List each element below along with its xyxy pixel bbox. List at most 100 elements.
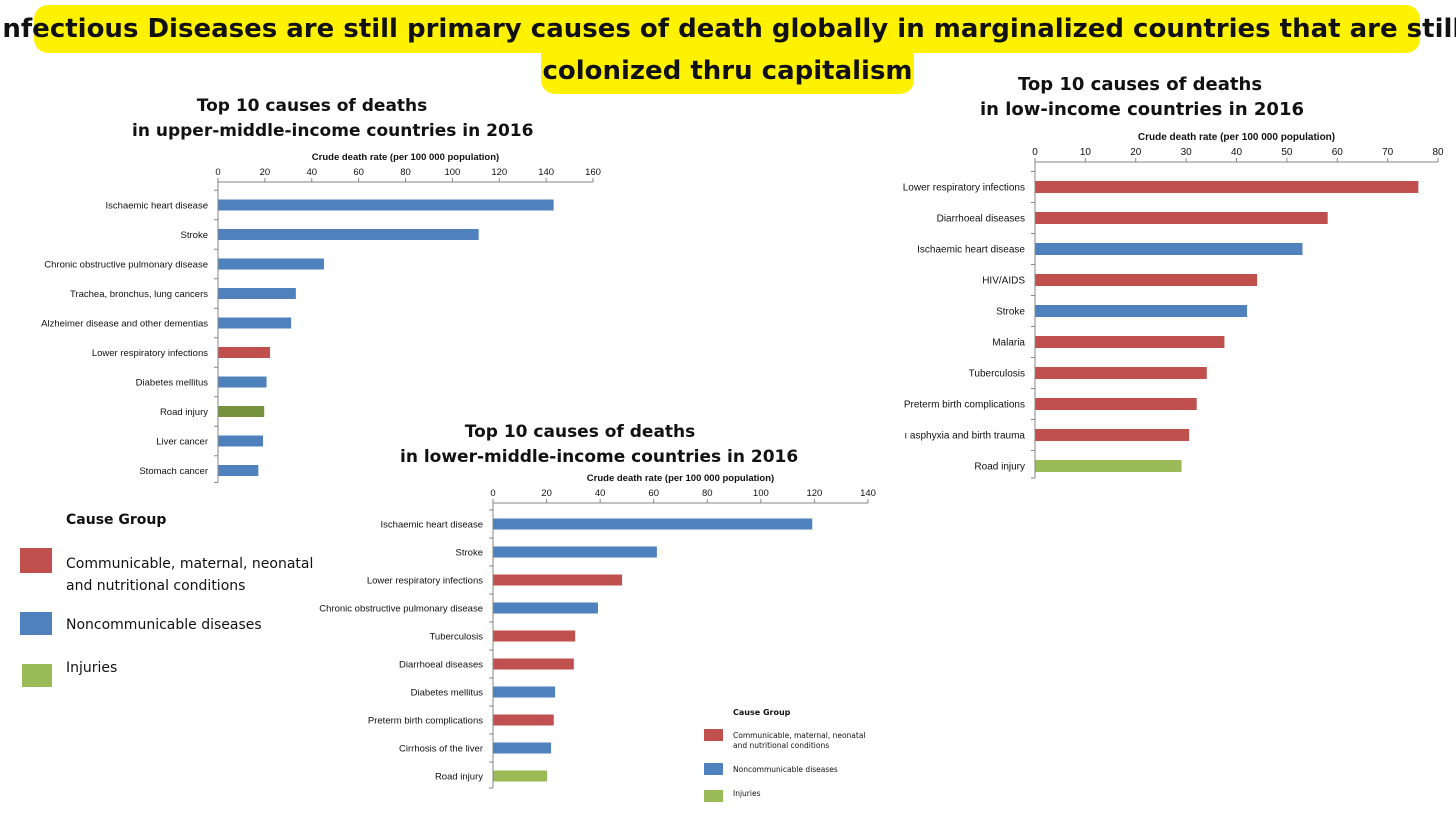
bar bbox=[493, 686, 556, 698]
x-tick-label: 100 bbox=[753, 488, 769, 499]
chart-title-line-2: in upper-middle-income countries in 2016 bbox=[132, 121, 534, 141]
chart-title-line-2: in low-income countries in 2016 bbox=[980, 99, 1304, 120]
category-label: ı asphyxia and birth trauma bbox=[904, 431, 1025, 442]
bar bbox=[218, 465, 259, 476]
bar bbox=[493, 546, 657, 558]
bar bbox=[1035, 429, 1190, 441]
category-label: Tuberculosis bbox=[969, 369, 1025, 380]
x-tick-label: 80 bbox=[702, 488, 713, 499]
chart-low-income: Top 10 causes of deaths in low-income co… bbox=[860, 70, 1450, 490]
x-tick-label: 140 bbox=[860, 488, 876, 499]
chart-title-line-1: Top 10 causes of deaths bbox=[1017, 74, 1263, 95]
category-label: Cirrhosis of the liver bbox=[399, 744, 483, 755]
category-label: Road injury bbox=[435, 772, 483, 783]
x-tick-label: 80 bbox=[1432, 147, 1444, 158]
legend-label-communicable: Communicable, maternal, neonatal and nut… bbox=[66, 556, 314, 594]
headline-banner: Infectious Diseases are still primary ca… bbox=[0, 0, 1456, 100]
chart-title-line-1: Top 10 causes of deaths bbox=[196, 96, 428, 116]
headline-line-2: colonized thru capitalism bbox=[541, 48, 914, 94]
category-label: Alzheimer disease and other dementias bbox=[41, 319, 208, 330]
chart-upper-middle-income: Top 10 causes of deaths in upper-middle-… bbox=[0, 92, 640, 492]
category-label: Diabetes mellitus bbox=[411, 688, 484, 699]
category-label: Lower respiratory infections bbox=[92, 348, 208, 359]
category-label: HIV/AIDS bbox=[982, 276, 1025, 287]
category-label: Preterm birth complications bbox=[368, 716, 483, 727]
chart-title: Top 10 causes of deaths in low-income co… bbox=[980, 72, 1304, 122]
bar bbox=[1035, 398, 1197, 410]
bar-chart-svg: Crude death rate (per 100 000 population… bbox=[319, 473, 876, 789]
category-label: Stroke bbox=[181, 230, 208, 241]
bar bbox=[218, 435, 264, 447]
legend-small: Cause Group Communicable, maternal, neon… bbox=[704, 706, 884, 806]
bar bbox=[493, 518, 813, 530]
bar bbox=[1035, 181, 1419, 193]
bar bbox=[218, 347, 271, 358]
x-tick-label: 0 bbox=[215, 167, 220, 178]
legend-label-noncommunicable: Noncommunicable diseases bbox=[66, 617, 262, 633]
bar bbox=[1035, 243, 1303, 255]
legend-swatch-injuries bbox=[704, 790, 723, 802]
legend-large: Cause Group Communicable, maternal, neon… bbox=[20, 508, 320, 698]
legend-label-injuries: Injuries bbox=[733, 789, 761, 798]
x-axis-label: Crude death rate (per 100 000 population… bbox=[1138, 132, 1335, 143]
category-label: Road injury bbox=[974, 462, 1025, 473]
legend-label-injuries: Injuries bbox=[66, 660, 118, 676]
bar bbox=[493, 714, 554, 726]
legend-swatch-injuries bbox=[22, 664, 52, 687]
headline-line-1: Infectious Diseases are still primary ca… bbox=[0, 5, 1456, 53]
x-tick-label: 80 bbox=[400, 167, 411, 178]
x-tick-label: 50 bbox=[1281, 147, 1293, 158]
bar bbox=[493, 742, 552, 754]
bar bbox=[493, 770, 548, 782]
bar bbox=[1035, 212, 1328, 224]
x-tick-label: 60 bbox=[1332, 147, 1344, 158]
category-label: Road injury bbox=[160, 407, 208, 418]
category-label: Ischaemic heart disease bbox=[381, 520, 483, 531]
bar-chart-svg: Crude death rate (per 100 000 population… bbox=[903, 132, 1444, 479]
x-tick-label: 120 bbox=[491, 167, 507, 178]
x-tick-label: 60 bbox=[648, 488, 659, 499]
x-tick-label: 160 bbox=[585, 167, 601, 178]
category-label: Chronic obstructive pulmonary disease bbox=[44, 260, 208, 271]
x-axis-label: Crude death rate (per 100 000 population… bbox=[312, 152, 499, 163]
category-label: Tuberculosis bbox=[429, 632, 483, 643]
bar bbox=[218, 376, 267, 388]
chart-lower-middle-income: Top 10 causes of deaths in lower-middle-… bbox=[290, 418, 890, 818]
x-tick-label: 20 bbox=[1130, 147, 1142, 158]
x-axis-label: Crude death rate (per 100 000 population… bbox=[587, 473, 774, 484]
x-tick-label: 60 bbox=[353, 167, 364, 178]
bar bbox=[218, 199, 554, 211]
category-label: Diabetes mellitus bbox=[136, 378, 209, 389]
category-label: Malaria bbox=[992, 338, 1025, 349]
legend-label-communicable: Communicable, maternal, neonatal and nut… bbox=[733, 731, 866, 750]
bar bbox=[1035, 460, 1182, 472]
bar bbox=[1035, 336, 1225, 348]
category-label: Lower respiratory infections bbox=[367, 576, 483, 587]
bar-chart-svg: Crude death rate (per 100 000 population… bbox=[41, 152, 601, 483]
x-tick-label: 0 bbox=[490, 488, 495, 499]
x-tick-label: 40 bbox=[595, 488, 606, 499]
x-tick-label: 70 bbox=[1382, 147, 1394, 158]
bar bbox=[493, 658, 574, 670]
category-label: Ischaemic heart disease bbox=[917, 245, 1025, 256]
chart-title-line-1: Top 10 causes of deaths bbox=[464, 422, 696, 442]
category-label: Stroke bbox=[996, 307, 1025, 318]
chart-title: Top 10 causes of deaths in lower-middle-… bbox=[400, 420, 799, 470]
x-tick-label: 10 bbox=[1080, 147, 1092, 158]
x-tick-label: 20 bbox=[541, 488, 552, 499]
x-tick-label: 0 bbox=[1032, 147, 1038, 158]
bar bbox=[493, 574, 623, 586]
legend-title: Cause Group bbox=[66, 512, 167, 528]
chart-title-line-2: in lower-middle-income countries in 2016 bbox=[400, 447, 799, 467]
legend-title: Cause Group bbox=[733, 708, 791, 717]
x-tick-label: 30 bbox=[1181, 147, 1193, 158]
bar bbox=[218, 317, 292, 329]
bar bbox=[1035, 305, 1248, 317]
category-label: Liver cancer bbox=[156, 437, 208, 448]
bar bbox=[1035, 367, 1207, 379]
x-tick-label: 140 bbox=[538, 167, 554, 178]
category-label: Diarrhoeal diseases bbox=[399, 660, 483, 671]
category-label: Ischaemic heart disease bbox=[106, 201, 208, 212]
legend-swatch-noncommunicable bbox=[704, 763, 723, 775]
x-tick-label: 100 bbox=[444, 167, 460, 178]
